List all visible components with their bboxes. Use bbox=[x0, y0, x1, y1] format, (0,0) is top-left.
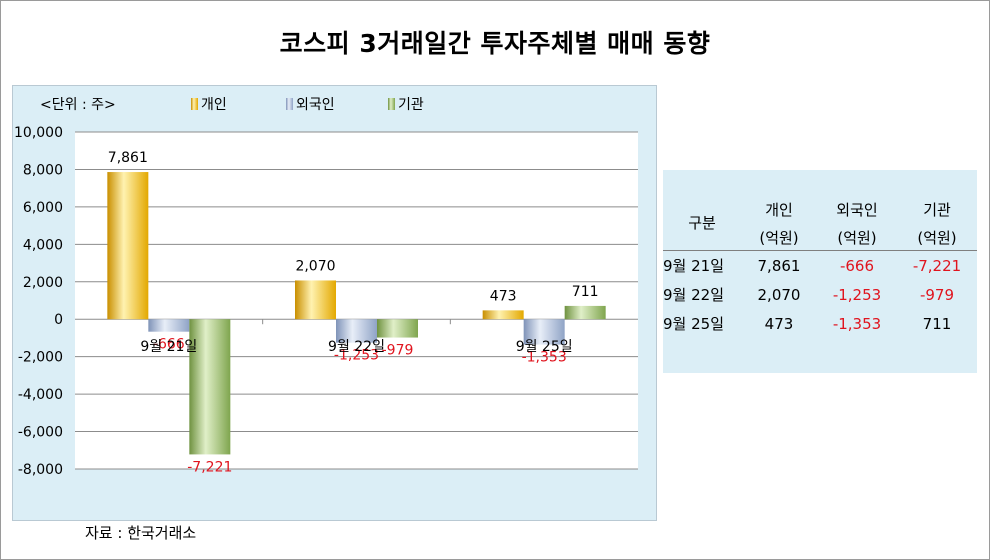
table-header-institution: 기관 bbox=[923, 200, 951, 219]
summary-table: 구분 개인 외국인 기관 (억원) (억원) (억원) 9월 21일 7,861… bbox=[663, 194, 977, 338]
table-cell: 711 bbox=[922, 314, 952, 333]
page-title: 코스피 3거래일간 투자주체별 매매 동향 bbox=[279, 29, 711, 58]
table-header-individual: 개인 bbox=[765, 200, 793, 219]
data-label: 711 bbox=[572, 284, 599, 300]
y-tick-label: 6,000 bbox=[23, 200, 63, 216]
table-unit-individual: (억원) bbox=[759, 228, 799, 247]
table-cell-date: 9월 22일 bbox=[663, 286, 724, 304]
y-tick-label: 8,000 bbox=[23, 162, 63, 178]
table-cell-date: 9월 21일 bbox=[663, 257, 724, 275]
x-tick-label: 9월 25일 bbox=[516, 339, 573, 355]
table-row: 9월 25일 473 -1,353 711 bbox=[663, 309, 977, 338]
table-cell: -1,253 bbox=[832, 285, 882, 304]
bar bbox=[107, 172, 149, 320]
table-cell: 473 bbox=[764, 314, 794, 333]
y-tick-label: 0 bbox=[54, 312, 63, 328]
y-tick-label: -4,000 bbox=[18, 387, 63, 403]
data-label: -979 bbox=[382, 343, 414, 359]
bar bbox=[564, 305, 606, 320]
plot-area bbox=[75, 132, 638, 469]
chart-panel: 10,000 8,000 6,000 4,000 2,000 0 -2,000 -4,000 -… bbox=[12, 85, 657, 521]
bar-chart: 10,000 8,000 6,000 4,000 2,000 0 -2,000 -4,000 -… bbox=[14, 97, 638, 478]
table-cell: 7,861 bbox=[757, 256, 801, 275]
legend-label: 외국인 bbox=[296, 97, 335, 113]
summary-table-panel: 구분 개인 외국인 기관 (억원) (억원) (억원) 9월 21일 7,861… bbox=[663, 170, 977, 373]
y-tick-label: 4,000 bbox=[23, 237, 63, 253]
legend-label: 기관 bbox=[398, 97, 424, 113]
table-row: 9월 22일 2,070 -1,253 -979 bbox=[663, 280, 977, 309]
bar bbox=[148, 319, 190, 332]
y-tick-label: 10,000 bbox=[14, 125, 63, 141]
data-label: 473 bbox=[490, 288, 517, 304]
bar bbox=[189, 319, 231, 455]
bar bbox=[377, 319, 418, 338]
table-header-category: 구분 bbox=[688, 213, 716, 232]
bar bbox=[336, 319, 377, 343]
table-cell: 2,070 bbox=[757, 285, 801, 304]
legend-swatch bbox=[286, 98, 293, 110]
y-tick-label: -2,000 bbox=[18, 350, 63, 366]
bar bbox=[295, 280, 336, 320]
bar bbox=[482, 310, 524, 320]
table-cell: -666 bbox=[839, 256, 875, 275]
x-tick-label: 9월 21일 bbox=[140, 339, 197, 355]
data-label: 7,861 bbox=[108, 150, 148, 166]
legend-swatch bbox=[191, 98, 198, 110]
table-row: 9월 21일 7,861 -666 -7,221 bbox=[663, 251, 977, 281]
y-tick-label: -6,000 bbox=[18, 425, 63, 441]
table-cell-date: 9월 25일 bbox=[663, 315, 724, 333]
y-tick-label: -8,000 bbox=[18, 462, 63, 478]
y-tick-label: 2,000 bbox=[23, 275, 63, 291]
legend-label: 개인 bbox=[201, 97, 227, 113]
table-unit-foreign: (억원) bbox=[837, 228, 877, 247]
data-label: -7,221 bbox=[187, 459, 232, 475]
x-tick-label: 9월 22일 bbox=[328, 339, 385, 355]
unit-label: <단위 : 주> bbox=[40, 97, 116, 113]
legend-swatch bbox=[388, 98, 395, 110]
table-cell: -7,221 bbox=[912, 256, 962, 275]
bar bbox=[523, 319, 565, 345]
data-label: -1,253 bbox=[334, 348, 379, 364]
table-unit-institution: (억원) bbox=[917, 228, 957, 247]
source-note: 자료 : 한국거래소 bbox=[85, 524, 197, 542]
data-label: -1,353 bbox=[522, 350, 567, 366]
table-header-foreign: 외국인 bbox=[836, 200, 878, 219]
table-cell: -1,353 bbox=[832, 314, 882, 333]
data-label: -666 bbox=[153, 337, 185, 353]
data-label: 2,070 bbox=[295, 258, 335, 274]
table-cell: -979 bbox=[919, 285, 955, 304]
